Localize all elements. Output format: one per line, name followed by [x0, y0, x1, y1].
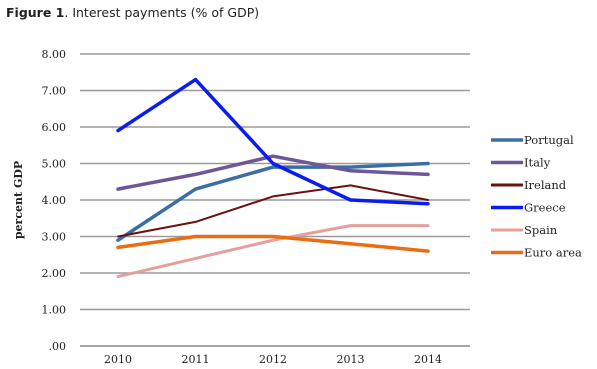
x-tick-label: 2011: [182, 353, 210, 366]
y-tick-label: .00: [49, 340, 67, 353]
y-tick-label: 2.00: [42, 267, 67, 280]
series-line-portugal: [116, 161, 430, 242]
figure-label: Figure 1: [6, 5, 65, 20]
y-tick-label: 3.00: [42, 231, 67, 244]
y-tick-label: 7.00: [42, 85, 67, 98]
series-line-ireland: [117, 184, 429, 238]
y-tick-label: 1.00: [42, 304, 67, 317]
legend-label-italy: Italy: [524, 156, 551, 170]
legend-label-greece: Greece: [524, 201, 566, 215]
x-tick-label: 2012: [259, 353, 287, 366]
legend: Portugal Italy Ireland Greece Spain Euro area: [491, 133, 582, 260]
x-tick-label: 2014: [414, 353, 442, 366]
figure-title-text: . Interest payments (% of GDP): [64, 5, 260, 20]
y-tick-label: 5.00: [42, 158, 67, 171]
series-lines: [116, 77, 430, 279]
series-line-euro-area: [116, 234, 430, 253]
legend-label-spain: Spain: [524, 223, 558, 237]
y-axis-label: percent GDP: [12, 161, 25, 239]
y-tick-label: 6.00: [42, 121, 67, 134]
legend-label-euro-area: Euro area: [524, 246, 582, 260]
x-tick-label: 2013: [337, 353, 365, 366]
y-tick-label: 4.00: [42, 194, 67, 207]
legend-label-portugal: Portugal: [524, 133, 574, 147]
series-line-spain: [116, 224, 430, 279]
y-tick-label: 8.00: [42, 48, 67, 61]
legend-label-ireland: Ireland: [524, 178, 567, 192]
gridlines: [80, 53, 470, 347]
chart-title: Figure 1. Interest payments (% of GDP): [6, 5, 259, 20]
series-line-italy: [116, 154, 430, 191]
x-tick-label: 2010: [104, 353, 132, 366]
series-line-greece: [116, 77, 430, 206]
axes: percent GDP .00 1.00 2.00 3.00 4.00 5.00 6.00 7…: [12, 48, 442, 366]
